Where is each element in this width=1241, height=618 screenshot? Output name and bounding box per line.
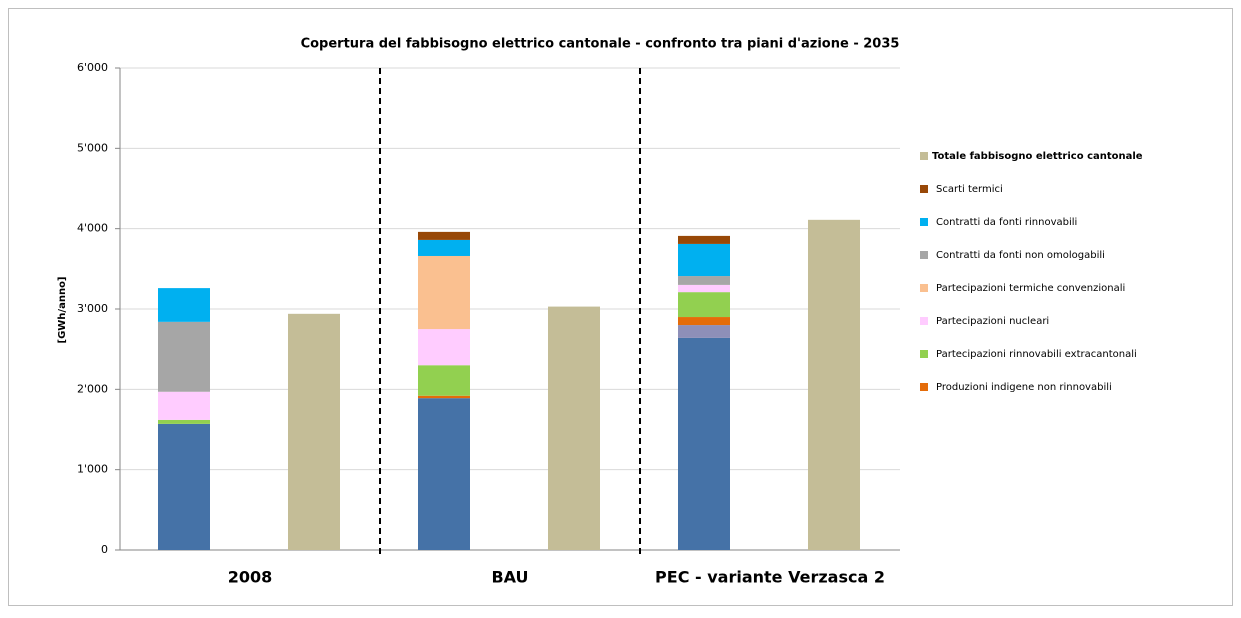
legend-label: Contratti da fonti non omologabili — [936, 250, 1105, 261]
bar-segment — [418, 239, 470, 256]
y-tick-label: 6'000 — [77, 61, 108, 74]
bar-segment — [158, 419, 210, 424]
bar-segment — [418, 395, 470, 399]
legend-label: Contratti da fonti rinnovabili — [936, 217, 1077, 228]
total-bar — [808, 219, 860, 550]
bar-segment — [678, 243, 730, 277]
legend-swatch — [920, 251, 928, 259]
legend-label: Partecipazioni nucleari — [936, 316, 1049, 327]
chart-border — [8, 8, 1233, 606]
bar-segment — [678, 276, 730, 285]
legend-swatch — [920, 185, 928, 193]
legend-label: Scarti termici — [936, 184, 1003, 195]
bar-segment — [678, 235, 730, 244]
bar-segment — [418, 231, 470, 240]
legend-label: Partecipazioni termiche convenzionali — [936, 283, 1125, 294]
total-bar — [548, 306, 600, 550]
bar-segment — [418, 255, 470, 330]
legend-swatch — [920, 284, 928, 292]
legend-label: Produzioni indigene non rinnovabili — [936, 382, 1112, 393]
legend-swatch — [920, 350, 928, 358]
bar-segment — [678, 292, 730, 318]
bar-segment — [158, 288, 210, 322]
total-bar — [288, 313, 340, 550]
bar-segment — [418, 398, 470, 550]
bar-segment — [418, 365, 470, 396]
legend-label: Totale fabbisogno elettrico cantonale — [932, 151, 1143, 162]
chart-title: Copertura del fabbisogno elettrico canto… — [301, 37, 900, 52]
y-tick-label: 5'000 — [77, 141, 108, 154]
bar-segment — [678, 284, 730, 293]
legend-swatch — [920, 218, 928, 226]
legend-swatch — [920, 383, 928, 391]
y-tick-label: 1'000 — [77, 463, 108, 476]
bar-segment — [158, 321, 210, 392]
legend-swatch — [920, 152, 928, 160]
legend-swatch — [920, 317, 928, 325]
y-tick-label: 2'000 — [77, 382, 108, 395]
bar-segment — [678, 317, 730, 326]
x-tick-label: BAU — [491, 568, 528, 587]
legend-label: Partecipazioni rinnovabili extracantonal… — [936, 349, 1137, 360]
y-tick-label: 0 — [101, 543, 108, 556]
bar-segment — [678, 337, 730, 550]
y-tick-label: 3'000 — [77, 302, 108, 315]
bar-segment — [418, 329, 470, 366]
bar-segment — [158, 423, 210, 550]
bar-segment — [158, 391, 210, 420]
x-tick-label: 2008 — [228, 568, 273, 587]
x-tick-label: PEC - variante Verzasca 2 — [655, 568, 885, 587]
y-tick-label: 4'000 — [77, 222, 108, 235]
bar-segment — [678, 325, 730, 338]
y-axis-label: [GWh/anno] — [57, 276, 68, 343]
